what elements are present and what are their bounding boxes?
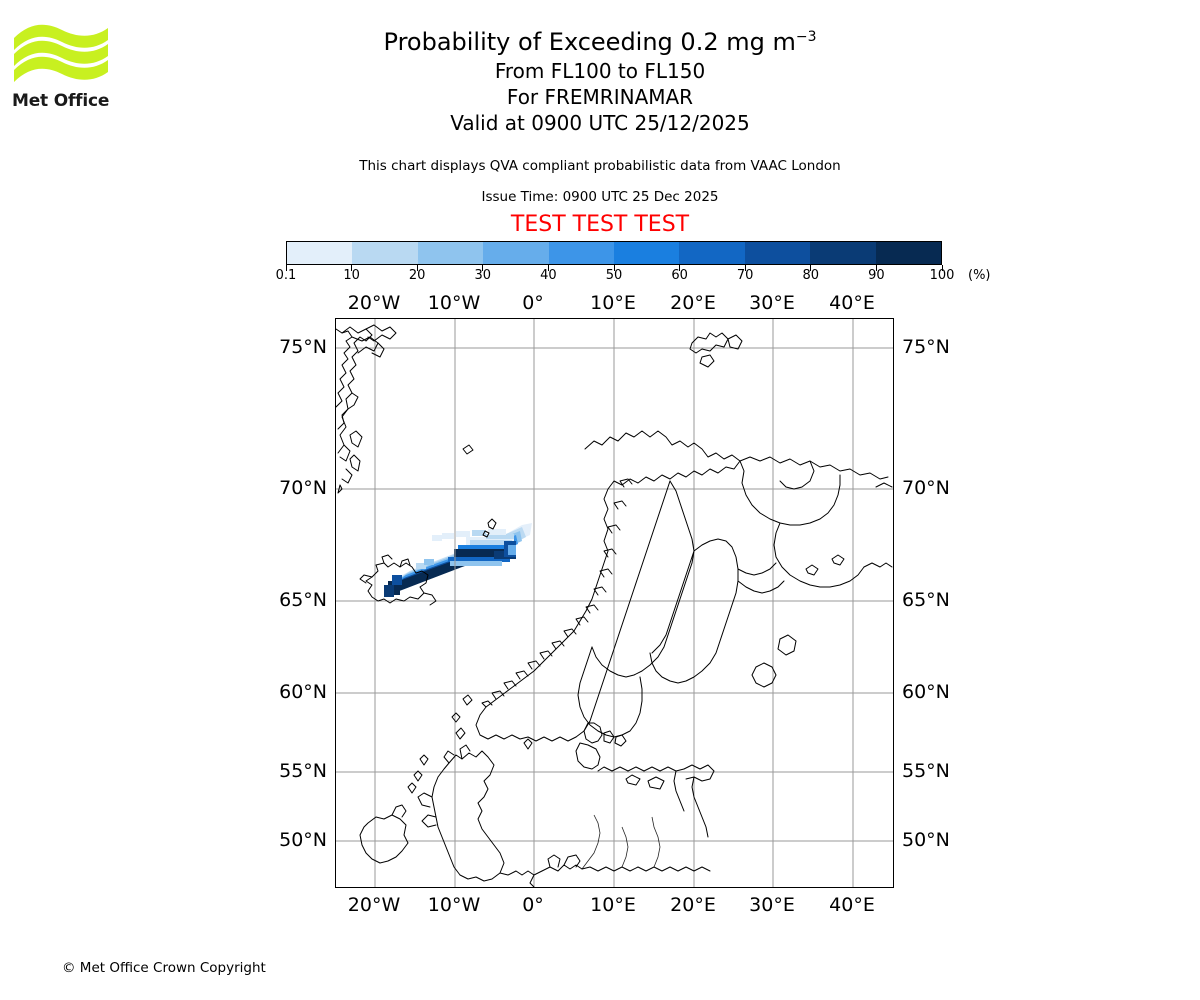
colorbar-band-5	[614, 242, 680, 264]
lon-label-20°W-bottom: 20°W	[347, 894, 401, 916]
colorbar-unit-label: (%)	[968, 268, 991, 283]
lat-label-55°N-left: 55°N	[279, 760, 327, 782]
lat-label-55°N-right: 55°N	[902, 760, 950, 782]
lon-label-30°E-bottom: 30°E	[749, 894, 795, 916]
colorbar-tick-60	[679, 265, 681, 271]
colorbar-tick-10	[351, 265, 353, 271]
chart-notes-block: This chart displays QVA compliant probab…	[0, 156, 1200, 239]
chart-title-exponent: −3	[795, 29, 817, 45]
colorbar-band-1	[352, 242, 418, 264]
lon-label-10°W-bottom: 10°W	[427, 894, 481, 916]
colorbar-tick-70	[744, 265, 746, 271]
colorbar-tick-20	[416, 265, 418, 271]
map-canvas	[336, 319, 893, 887]
lon-label-20°W-top: 20°W	[347, 292, 401, 314]
lat-label-60°N-left: 60°N	[279, 681, 327, 703]
lat-label-50°N-left: 50°N	[279, 829, 327, 851]
issue-time-note: Issue Time: 0900 UTC 25 Dec 2025	[481, 189, 719, 205]
lat-label-75°N-right: 75°N	[902, 336, 950, 358]
met-office-logo: Met Office	[12, 20, 122, 115]
colorbar-ticks	[285, 265, 943, 273]
colorbar-tick-labels: 0.1 10 20 30 40 50 60 70 80 90 100	[276, 268, 955, 286]
colorbar-band-8	[810, 242, 876, 264]
colorbar-tick-30	[482, 265, 484, 271]
test-banner: TEST TEST TEST	[510, 212, 690, 237]
lon-label-20°E-bottom: 20°E	[670, 894, 716, 916]
lon-label-30°E-top: 30°E	[749, 292, 795, 314]
lat-label-75°N-left: 75°N	[279, 336, 327, 358]
lat-label-65°N-right: 65°N	[902, 589, 950, 611]
map-political-borders	[581, 814, 661, 870]
colorbar-band-4	[548, 242, 615, 264]
lat-label-50°N-right: 50°N	[902, 829, 950, 851]
colorbar-tick-100	[941, 265, 943, 271]
met-office-wave-mark	[14, 24, 108, 82]
colorbar-band-3	[483, 242, 549, 264]
colorbar-band-0	[287, 242, 353, 264]
colorbar-label-80: 80	[802, 268, 820, 283]
lon-label-10°E-top: 10°E	[590, 292, 636, 314]
lon-label-0°-top: 0°	[522, 292, 544, 314]
colorbar-band-9	[875, 242, 942, 264]
colorbar-band-7	[744, 242, 811, 264]
chart-title-flight-levels: From FL100 to FL150	[494, 59, 706, 83]
colorbar-label-60: 60	[671, 268, 688, 283]
chart-title-text: Probability of Exceeding 0.2 mg m	[383, 28, 796, 56]
colorbar-label-100: 100	[929, 268, 955, 283]
ash-probability-plume	[384, 523, 532, 597]
chart-title-main: Probability of Exceeding 0.2 mg m−3	[0, 26, 1200, 58]
chart-title-block: Probability of Exceeding 0.2 mg m−3 From…	[0, 26, 1200, 136]
lon-label-40°E-bottom: 40°E	[829, 894, 875, 916]
colorbar-label-10: 10	[343, 268, 360, 283]
lon-label-40°E-top: 40°E	[829, 292, 875, 314]
lon-label-20°E-top: 20°E	[670, 292, 716, 314]
lat-label-70°N-left: 70°N	[279, 477, 327, 499]
qva-compliance-note: This chart displays QVA compliant probab…	[359, 158, 841, 174]
colorbar-tick-50	[613, 265, 615, 271]
colorbar-tick-0.1	[285, 265, 287, 271]
colorbar-tick-90	[875, 265, 877, 271]
colorbar-label-90: 90	[868, 268, 885, 283]
map-plot-area[interactable]	[335, 318, 894, 888]
colorbar-tick-40	[547, 265, 549, 271]
probability-colorbar: 0.1 10 20 30 40 50 60 70 80 90 100	[276, 241, 954, 283]
map-coastlines	[336, 324, 893, 887]
colorbar-label-40: 40	[540, 268, 557, 283]
map-gridlines	[336, 319, 893, 887]
colorbar-bands	[286, 241, 942, 265]
colorbar-label-20: 20	[408, 268, 426, 283]
colorbar-band-6	[679, 242, 745, 264]
lon-label-0°-bottom: 0°	[522, 894, 544, 916]
colorbar-label-50: 50	[605, 268, 623, 283]
met-office-logo-text: Met Office	[12, 91, 110, 111]
copyright-notice: © Met Office Crown Copyright	[62, 960, 266, 976]
lat-label-65°N-left: 65°N	[279, 589, 327, 611]
colorbar-label-0.1: 0.1	[275, 268, 297, 283]
lat-label-70°N-right: 70°N	[902, 477, 950, 499]
colorbar-label-30: 30	[474, 268, 492, 283]
lon-label-10°E-bottom: 10°E	[590, 894, 636, 916]
colorbar-band-2	[417, 242, 484, 264]
colorbar-tick-80	[810, 265, 812, 271]
chart-title-valid-time: Valid at 0900 UTC 25/12/2025	[450, 111, 750, 135]
lon-label-10°W-top: 10°W	[427, 292, 481, 314]
colorbar-label-70: 70	[736, 268, 754, 283]
chart-title-volcano: For FREMRINAMAR	[506, 85, 694, 109]
lat-label-60°N-right: 60°N	[902, 681, 950, 703]
